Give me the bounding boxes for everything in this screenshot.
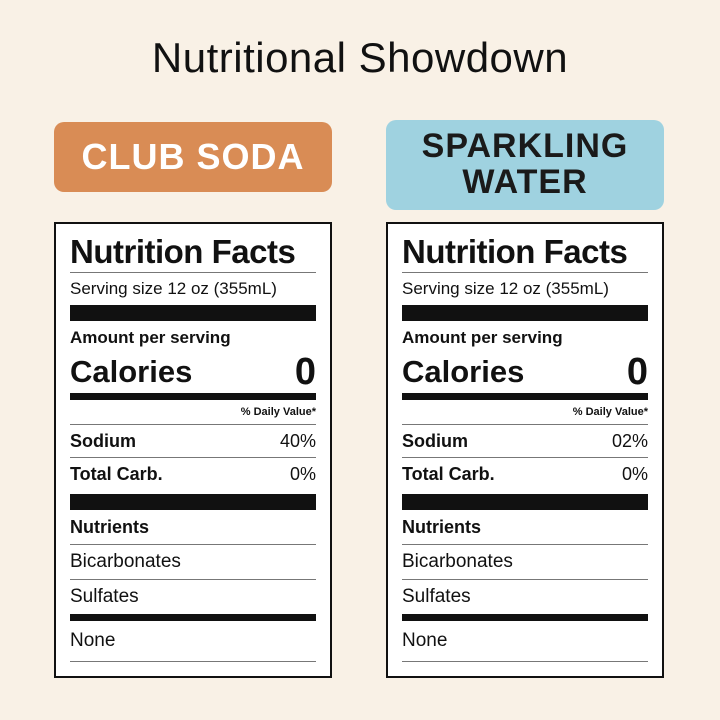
nutrient-name: Sodium xyxy=(402,431,468,451)
page-title: Nutritional Showdown xyxy=(151,34,569,81)
nutrient-name: Total Carb. xyxy=(402,464,495,484)
product-banner-sparkling-water: SPARKLING WATER xyxy=(386,120,664,210)
divider xyxy=(70,579,316,580)
nutrition-label-sparkling-water: Nutrition Facts Serving size 12 oz (355m… xyxy=(386,222,664,678)
nutrients-header: Nutrients xyxy=(70,517,150,537)
nutrient-item-bicarbonates: Bicarbonates xyxy=(70,551,181,572)
nutrient-row-total-carb: Total Carb. 0% xyxy=(402,458,648,490)
divider xyxy=(402,457,648,458)
other-none: None xyxy=(402,630,448,651)
product-column-club-soda: CLUB SODA Nutrition Facts Serving size 1… xyxy=(54,120,334,678)
divider xyxy=(70,424,316,425)
amount-per-serving: Amount per serving xyxy=(402,328,563,347)
nutrients-header: Nutrients xyxy=(402,517,482,537)
divider xyxy=(402,272,648,273)
nutrient-name: Total Carb. xyxy=(70,464,163,484)
calories-label: Calories xyxy=(402,354,525,389)
nutrient-item-bicarbonates: Bicarbonates xyxy=(402,551,513,572)
nutrition-label-club-soda: Nutrition Facts Serving size 12 oz (355m… xyxy=(54,222,332,678)
product-banner-club-soda: CLUB SODA xyxy=(54,122,332,192)
serving-size: Serving size 12 oz (355mL) xyxy=(70,279,277,298)
amount-per-serving: Amount per serving xyxy=(70,328,231,347)
nutrient-value: 40% xyxy=(279,431,316,451)
medium-divider xyxy=(70,614,316,621)
thick-divider xyxy=(402,494,648,510)
nutrient-row-sodium: Sodium 40% xyxy=(70,425,316,457)
nutrient-row-sodium: Sodium 02% xyxy=(402,425,648,457)
nutrient-name: Sodium xyxy=(70,431,136,451)
divider xyxy=(402,661,648,662)
calories-row: Calories 0 xyxy=(402,351,648,393)
divider xyxy=(402,579,648,580)
medium-divider xyxy=(402,393,648,400)
divider xyxy=(70,272,316,273)
divider xyxy=(402,544,648,545)
nutrient-value: 0% xyxy=(621,464,648,484)
divider xyxy=(70,661,316,662)
nutrition-facts-title: Nutrition Facts xyxy=(70,233,296,270)
nutrient-row-total-carb: Total Carb. 0% xyxy=(70,458,316,490)
nutrient-item-sulfates: Sulfates xyxy=(402,586,471,607)
daily-value-header: % Daily Value* xyxy=(572,406,648,418)
serving-size: Serving size 12 oz (355mL) xyxy=(402,279,609,298)
calories-value: 0 xyxy=(626,351,648,393)
divider xyxy=(70,544,316,545)
divider xyxy=(70,457,316,458)
medium-divider xyxy=(402,614,648,621)
divider xyxy=(402,424,648,425)
calories-value: 0 xyxy=(294,351,316,393)
calories-label: Calories xyxy=(70,354,193,389)
nutrition-facts-title: Nutrition Facts xyxy=(402,233,628,270)
thick-divider xyxy=(70,494,316,510)
daily-value-header: % Daily Value* xyxy=(240,406,316,418)
nutrient-value: 0% xyxy=(289,464,316,484)
thick-divider xyxy=(70,305,316,321)
other-none: None xyxy=(70,630,116,651)
nutrient-item-sulfates: Sulfates xyxy=(70,586,139,607)
calories-row: Calories 0 xyxy=(70,351,316,393)
thick-divider xyxy=(402,305,648,321)
nutrient-value: 02% xyxy=(611,431,648,451)
medium-divider xyxy=(70,393,316,400)
product-column-sparkling-water: SPARKLING WATER Nutrition Facts Serving … xyxy=(386,120,666,678)
